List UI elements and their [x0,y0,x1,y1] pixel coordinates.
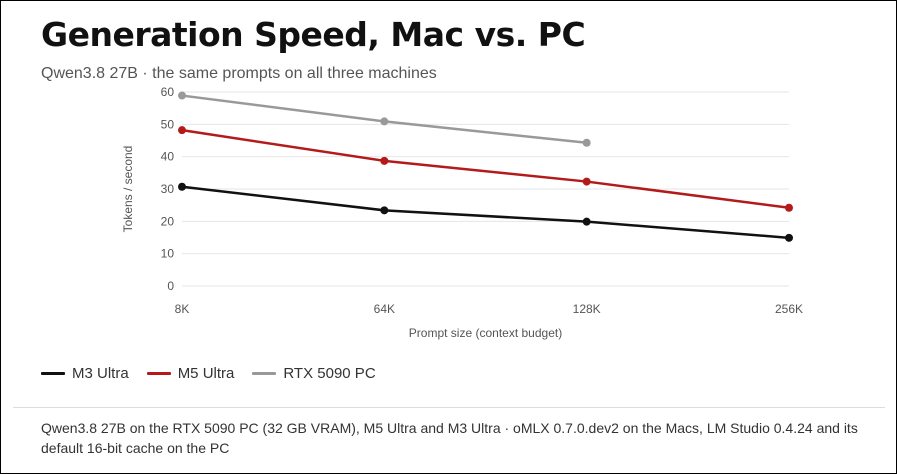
y-tick-label: 60 [161,85,175,99]
x-tick-label: 8K [175,302,190,316]
chart-legend: M3 Ultra M5 Ultra RTX 5090 PC [41,365,394,382]
data-point-m3-ultra [582,217,591,226]
footnote: Qwen3.8 27B on the RTX 5090 PC (32 GB VR… [41,420,858,456]
y-axis-label: Tokens / second [121,146,135,233]
chart-title: Generation Speed, Mac vs. PC [41,15,586,54]
legend-label-m5-ultra: M5 Ultra [177,365,235,382]
series-rtx-5090-pc [178,91,591,147]
y-tick-label: 40 [161,150,175,164]
x-tick-label: 128K [573,302,601,316]
x-tick-label: 256K [775,302,803,316]
x-axis-ticks: 8K 64K 128K 256K [175,302,803,316]
y-axis-ticks: 0 10 20 30 40 50 60 [161,85,175,293]
chart-subtitle: Qwen3.8 27B · the same prompts on all th… [41,65,437,82]
y-tick-label: 20 [161,214,175,228]
legend-swatch-m5-ultra [146,372,171,375]
data-point-m3-ultra [380,206,389,215]
series-line-m5-ultra [181,128,790,209]
data-point-m5-ultra [380,156,389,165]
data-point-m5-ultra [178,126,186,135]
series-lines [178,91,793,242]
legend-label-rtx-5090-pc: RTX 5090 PC [283,365,376,382]
legend-item-m5-ultra: M5 Ultra [146,365,235,382]
legend-item-rtx-5090-pc: RTX 5090 PC [252,365,376,382]
data-point-rtx-5090-pc [178,91,186,100]
series-line-m3-ultra [181,185,790,240]
data-point-m3-ultra [178,182,186,191]
data-point-m5-ultra [582,177,591,186]
gridlines [182,91,789,287]
data-point-rtx-5090-pc [380,117,389,126]
legend-swatch-rtx-5090-pc [252,372,277,375]
legend-label-m3-ultra: M3 Ultra [72,365,129,382]
x-tick-label: 64K [374,302,395,316]
y-tick-label: 10 [161,247,175,261]
data-point-m5-ultra [785,203,793,212]
footnote-divider [13,407,885,408]
y-tick-label: 0 [167,279,174,293]
x-axis-label: Prompt size (context budget) [409,326,562,340]
series-m5-ultra [178,126,793,212]
legend-item-m3-ultra: M3 Ultra [41,365,129,382]
legend-swatch-m3-ultra [41,372,65,375]
y-tick-label: 50 [161,117,175,131]
y-tick-label: 30 [161,182,175,196]
series-m3-ultra [178,182,793,242]
data-point-m3-ultra [785,233,793,242]
data-point-rtx-5090-pc [582,138,591,147]
